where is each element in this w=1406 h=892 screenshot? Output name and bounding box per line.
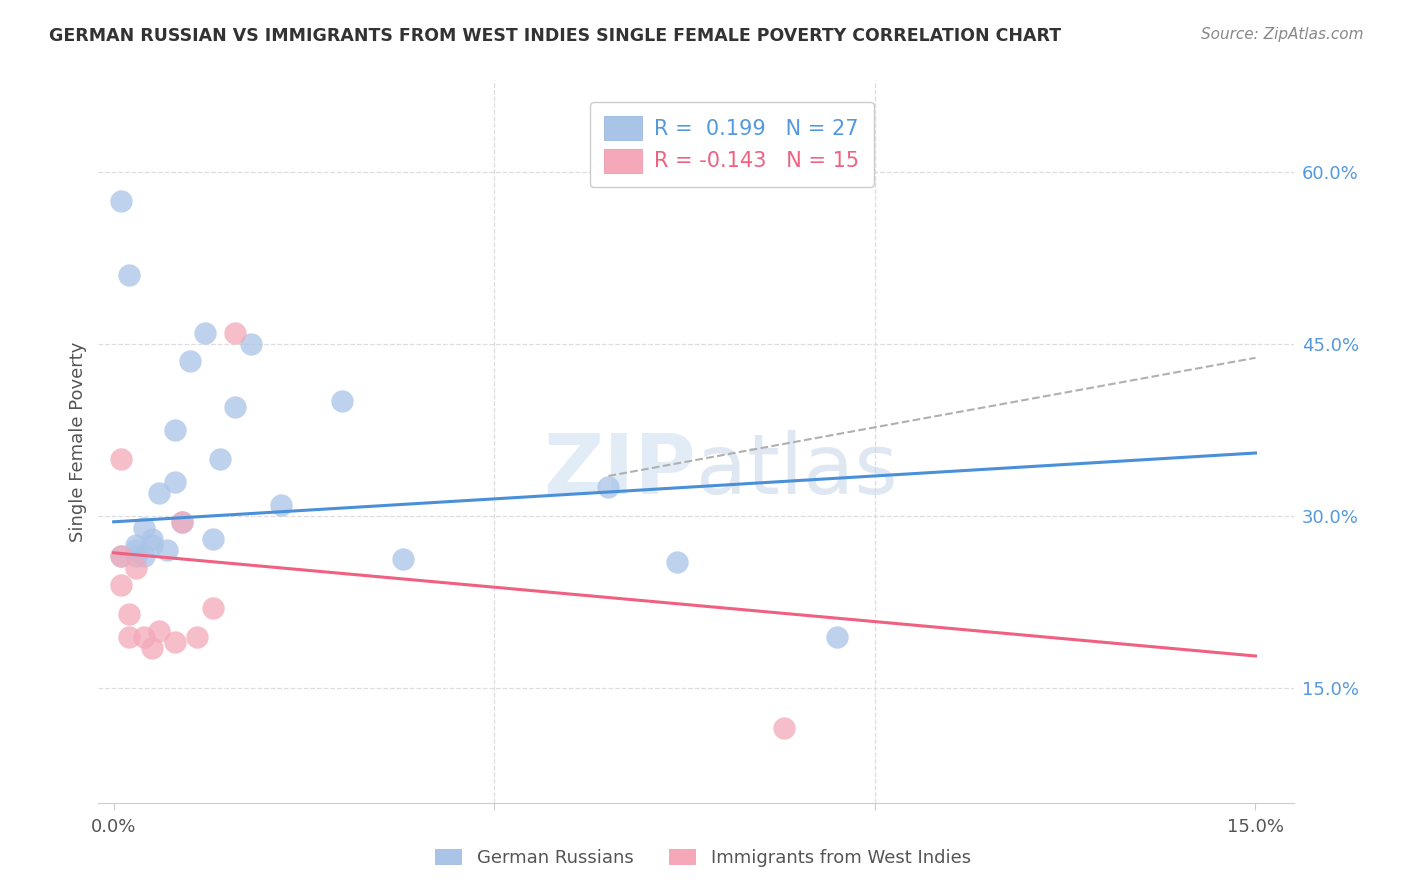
- Point: [156, 543, 179, 558]
- Point: [125, 549, 148, 564]
- Point: [118, 630, 141, 644]
- Point: [392, 551, 415, 566]
- Point: [110, 451, 132, 466]
- Point: [148, 624, 170, 638]
- Point: [141, 640, 163, 655]
- Text: ZIP: ZIP: [544, 430, 696, 511]
- Point: [163, 475, 186, 489]
- Point: [209, 451, 232, 466]
- Text: Source: ZipAtlas.com: Source: ZipAtlas.com: [1201, 27, 1364, 42]
- Legend: R =  0.199   N = 27, R = -0.143   N = 15: R = 0.199 N = 27, R = -0.143 N = 15: [589, 102, 875, 187]
- Point: [110, 549, 132, 564]
- Point: [125, 538, 148, 552]
- Point: [194, 326, 217, 340]
- Point: [110, 194, 132, 208]
- Point: [772, 721, 794, 735]
- Point: [110, 549, 132, 564]
- Point: [163, 635, 186, 649]
- Point: [118, 607, 141, 621]
- Point: [163, 423, 186, 437]
- Point: [330, 394, 353, 409]
- Point: [270, 498, 292, 512]
- Point: [172, 515, 194, 529]
- Text: GERMAN RUSSIAN VS IMMIGRANTS FROM WEST INDIES SINGLE FEMALE POVERTY CORRELATION : GERMAN RUSSIAN VS IMMIGRANTS FROM WEST I…: [49, 27, 1062, 45]
- Point: [201, 600, 224, 615]
- Legend: German Russians, Immigrants from West Indies: German Russians, Immigrants from West In…: [427, 841, 979, 874]
- Text: atlas: atlas: [696, 430, 897, 511]
- Point: [125, 543, 148, 558]
- Point: [598, 480, 620, 494]
- Point: [224, 400, 246, 414]
- Point: [186, 630, 208, 644]
- Y-axis label: Single Female Poverty: Single Female Poverty: [69, 342, 87, 541]
- Point: [125, 560, 148, 574]
- Point: [132, 630, 155, 644]
- Point: [239, 337, 262, 351]
- Point: [825, 630, 848, 644]
- Point: [148, 486, 170, 500]
- Point: [110, 578, 132, 592]
- Point: [141, 532, 163, 546]
- Point: [201, 532, 224, 546]
- Point: [132, 549, 155, 564]
- Point: [118, 268, 141, 283]
- Point: [141, 538, 163, 552]
- Point: [132, 520, 155, 534]
- Point: [224, 326, 246, 340]
- Point: [665, 555, 688, 569]
- Point: [179, 354, 201, 368]
- Point: [172, 515, 194, 529]
